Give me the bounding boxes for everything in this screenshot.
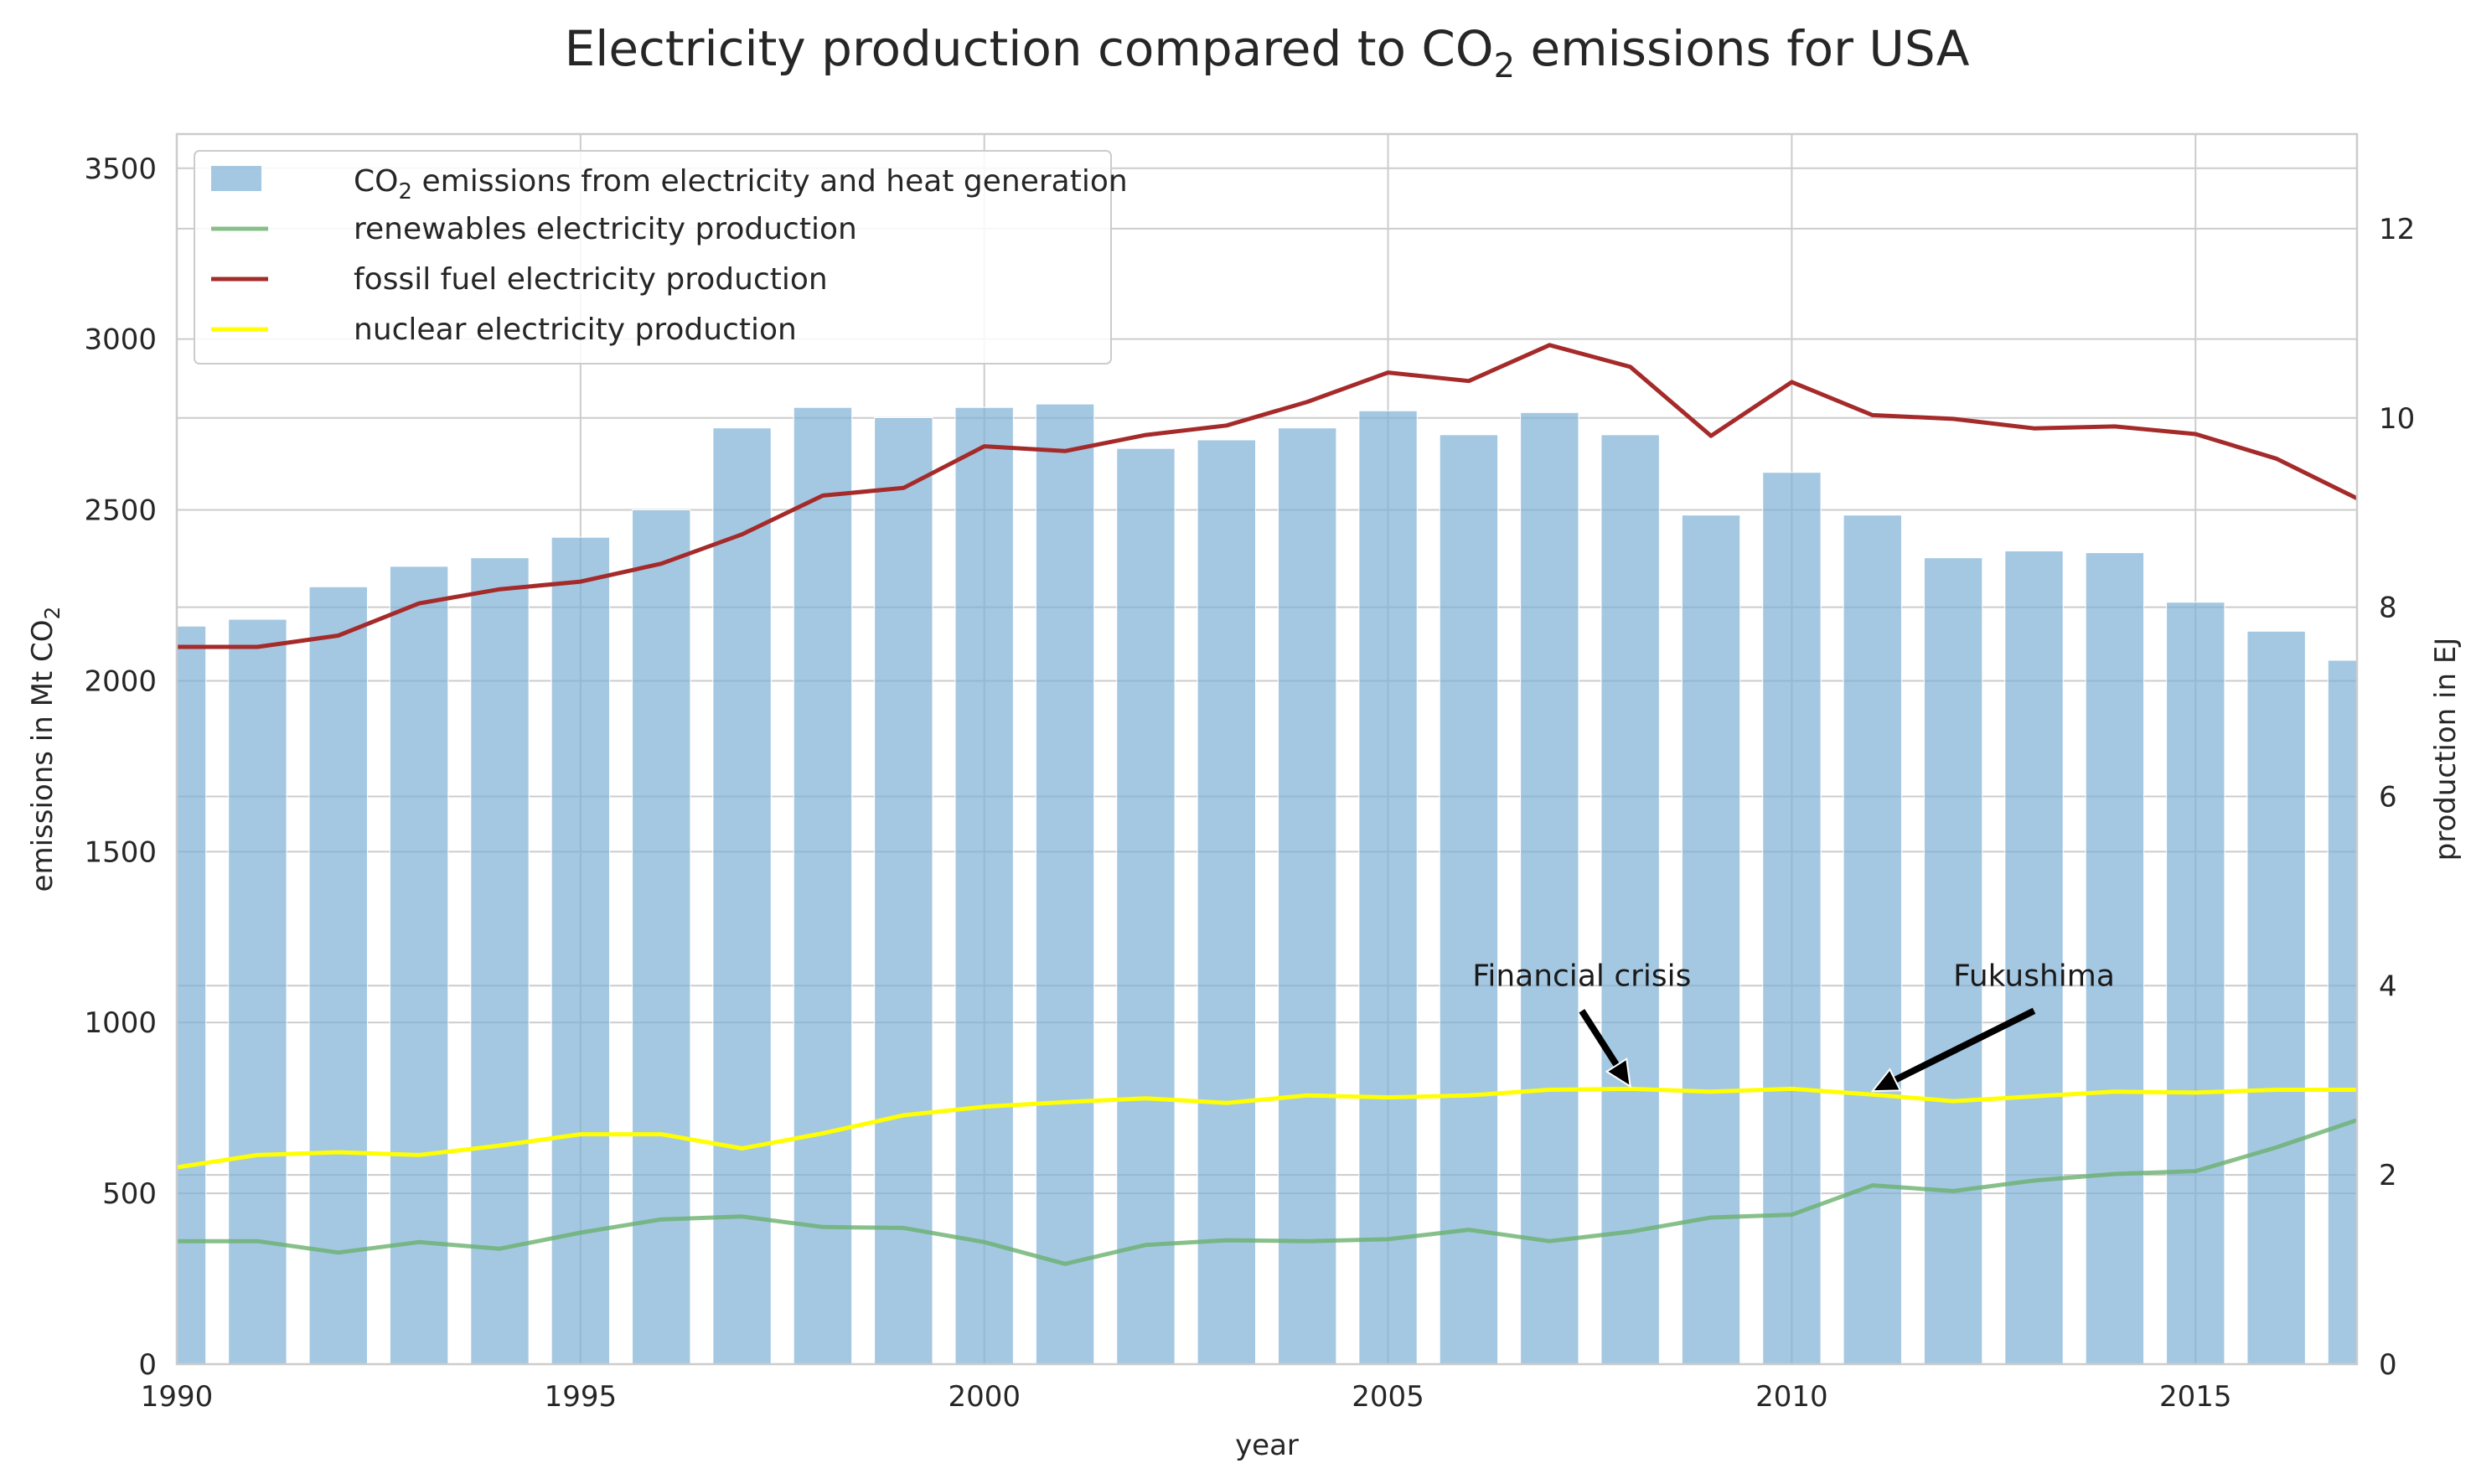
y-right-tick-label: 2 <box>2379 1159 2397 1192</box>
x-tick-label: 2015 <box>2159 1380 2232 1414</box>
grid <box>176 134 2357 1365</box>
x-axis-label: year <box>1235 1429 1299 1462</box>
x-tick-label: 1990 <box>141 1380 214 1414</box>
bar-1996 <box>632 509 691 1364</box>
bar-1997 <box>712 427 772 1364</box>
bar-2008 <box>1600 434 1660 1364</box>
nuclear-line <box>176 1086 2357 1170</box>
bar-2003 <box>1197 439 1257 1364</box>
y-right-tick-label: 10 <box>2379 402 2415 436</box>
bar-1991 <box>228 618 287 1364</box>
x-tick-label: 2005 <box>1352 1380 1424 1414</box>
legend-entry-co2: CO2 emissions from electricity and heat … <box>354 164 1128 204</box>
bar-2001 <box>1035 403 1095 1364</box>
y-left-tick-label: 1000 <box>84 1006 157 1040</box>
bar-2007 <box>1520 411 1579 1364</box>
fossil-fuel-line <box>177 343 2359 649</box>
x-tick-label: 2000 <box>948 1380 1021 1414</box>
bar-2002 <box>1116 447 1176 1364</box>
y-left-tick-label: 2000 <box>84 664 157 698</box>
bar-2006 <box>1439 434 1499 1364</box>
y-left-tick-label: 3500 <box>84 153 157 186</box>
axis-ticks: 1990 1995 2000 2005 2010 20150500100015002000… <box>84 153 2415 1414</box>
legend-entry-fossil: fossil fuel electricity production <box>354 262 828 297</box>
annotation-arrow-shaft <box>1893 1007 2036 1083</box>
renewables-line <box>177 1118 2358 1266</box>
y-left-tick-label: 3000 <box>84 323 157 357</box>
production-lines <box>176 343 2359 1266</box>
legend-swatch-co2 <box>211 166 261 191</box>
co2-bars <box>177 403 2357 1364</box>
bar-2014 <box>2085 552 2145 1364</box>
annotation-arrow-shaft <box>1579 1009 1620 1068</box>
chart-title: Electricity production compared to CO2 e… <box>565 20 1970 85</box>
y-left-tick-label: 500 <box>102 1177 157 1211</box>
bar-2016 <box>2246 630 2306 1364</box>
bar-2017 <box>2327 659 2357 1364</box>
x-tick-label: 1995 <box>545 1380 618 1414</box>
bar-1998 <box>793 406 853 1364</box>
annotation-fukushima: Fukushima <box>1953 959 2115 993</box>
bar-1992 <box>308 586 368 1364</box>
bar-1994 <box>470 557 530 1364</box>
legend-entry-renewables: renewables electricity production <box>354 212 857 246</box>
annotation-arrow-head <box>1870 1068 1902 1093</box>
annotation-financial-crisis: Financial crisis <box>1472 959 1691 993</box>
bar-2009 <box>1681 514 1741 1364</box>
legend-entry-nuclear: nuclear electricity production <box>354 313 797 347</box>
y-right-tick-label: 0 <box>2379 1348 2397 1382</box>
y-right-tick-label: 4 <box>2379 970 2397 1003</box>
bar-2012 <box>1923 557 1983 1364</box>
x-tick-label: 2010 <box>1755 1380 1828 1414</box>
bar-2000 <box>954 406 1014 1364</box>
bar-2015 <box>2166 602 2225 1364</box>
legend-box <box>194 150 1112 365</box>
y-left-tick-label: 2500 <box>84 494 157 528</box>
y-right-tick-label: 12 <box>2379 213 2415 246</box>
y-axis-right-label: production in EJ <box>2429 638 2463 861</box>
bar-1995 <box>551 536 611 1364</box>
annotation-arrow-head <box>1605 1057 1631 1088</box>
y-right-tick-label: 6 <box>2379 780 2397 814</box>
bar-2011 <box>1843 514 1902 1364</box>
plot-frame <box>175 132 2359 1366</box>
y-left-tick-label: 1500 <box>84 835 157 869</box>
bar-2013 <box>2004 550 2064 1364</box>
bar-2010 <box>1762 472 1822 1364</box>
bar-2004 <box>1277 427 1337 1364</box>
bar-1999 <box>874 416 933 1364</box>
bar-1993 <box>389 566 449 1364</box>
annotations: Financial crisis Fukushima <box>1472 959 2115 1093</box>
y-right-tick-label: 8 <box>2379 592 2397 625</box>
y-axis-left-label: emissions in Mt CO2 <box>26 607 65 892</box>
bar-2005 <box>1358 410 1418 1364</box>
legend: CO2 emissions from electricity and heat … <box>194 150 1128 365</box>
y-left-tick-label: 0 <box>138 1348 157 1382</box>
